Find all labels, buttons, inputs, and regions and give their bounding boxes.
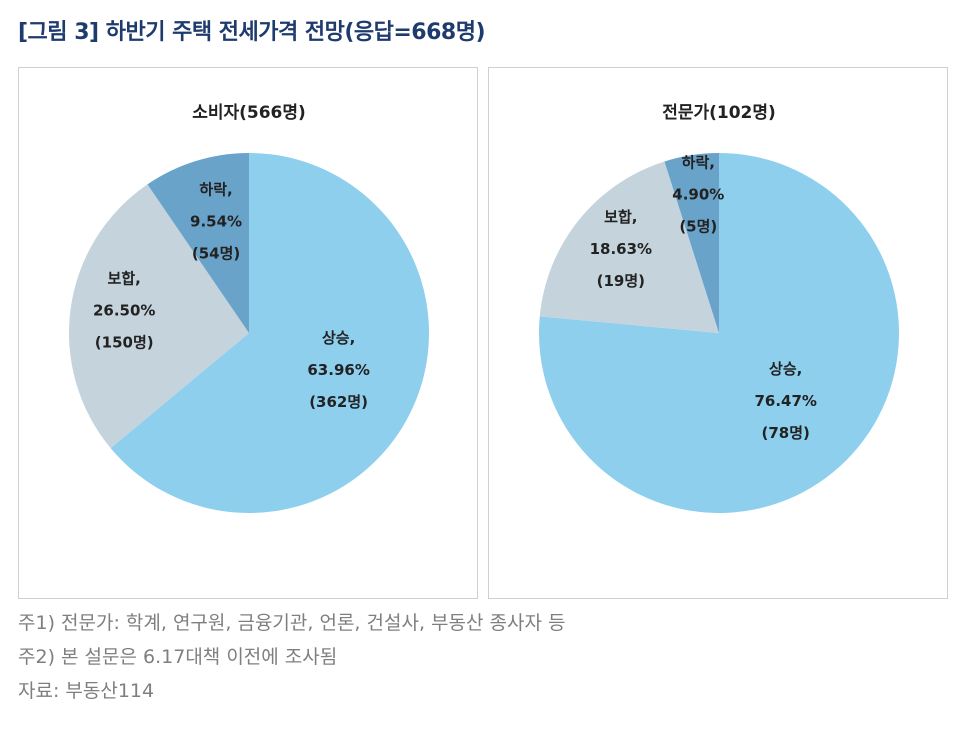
consumer-label-fall-line: (54명) [192, 244, 240, 262]
consumer-label-flat-line: (150명) [95, 334, 154, 352]
consumer-label-fall-line: 9.54% [190, 212, 242, 230]
consumer-label-flat-line: 보합, [108, 270, 141, 288]
expert-slice-flat [539, 161, 719, 333]
consumer-slice-flat [68, 184, 249, 449]
note-source: 자료: 부동산114 [18, 680, 155, 702]
consumer-slice-rise [110, 153, 429, 513]
note-expert-definition: 주1) 전문가: 학계, 연구원, 금융기관, 언론, 건설사, 부동산 종사자… [18, 612, 566, 634]
consumer-slice-fall [147, 153, 249, 333]
expert-label-rise-line: 상승, [769, 360, 802, 378]
expert-pie-panel: 전문가(102명) 상승, 76.47% (78명) 보합, 18.63% (19명) 하락,… [488, 67, 948, 599]
consumer-label-rise-line: (362명) [309, 393, 368, 411]
expert-label-flat-line: (19명) [597, 272, 645, 290]
expert-label-rise-line: 76.47% [754, 392, 816, 410]
expert-label-fall-line: 4.90% [672, 186, 724, 204]
expert-pie-chart: 전문가(102명) 상승, 76.47% (78명) 보합, 18.63% (19명) 하락,… [539, 103, 899, 513]
consumer-pie-chart: 소비자(566명) 상승, 63.96% (362명) 보합, 26.50% (150명) 하… [68, 103, 429, 513]
note-survey-timing: 주2) 본 설문은 6.17대책 이전에 조사됨 [18, 646, 338, 668]
consumer-pie-panel: 소비자(566명) 상승, 63.96% (362명) 보합, 26.50% (150명) 하… [18, 67, 478, 599]
expert-label-flat-line: 18.63% [590, 240, 652, 258]
expert-label-fall-line: (5명) [679, 218, 717, 236]
consumer-chart-title: 소비자(566명) [192, 103, 306, 123]
expert-slice-fall [664, 153, 719, 333]
consumer-label-fall: 하락, 9.54% (54명) [190, 180, 242, 262]
consumer-label-rise-line: 상승, [322, 329, 355, 347]
consumer-label-fall-line: 하락, [199, 180, 232, 198]
expert-label-fall: 하락, 4.90% (5명) [672, 154, 724, 236]
expert-label-rise-line: (78명) [762, 424, 810, 442]
expert-label-fall-line: 하락, [682, 154, 715, 172]
consumer-label-flat-line: 26.50% [93, 302, 155, 320]
expert-label-rise: 상승, 76.47% (78명) [754, 360, 816, 442]
consumer-label-flat: 보합, 26.50% (150명) [93, 270, 155, 352]
expert-label-flat-line: 보합, [604, 208, 637, 226]
expert-chart-title: 전문가(102명) [662, 103, 776, 123]
figure-title: [그림 3] 하반기 주택 전세가격 전망(응답=668명) [18, 20, 486, 45]
notes: 주1) 전문가: 학계, 연구원, 금융기관, 언론, 건설사, 부동산 종사자… [18, 606, 948, 708]
consumer-label-rise: 상승, 63.96% (362명) [307, 329, 369, 411]
consumer-label-rise-line: 63.96% [307, 361, 369, 379]
expert-label-flat: 보합, 18.63% (19명) [590, 208, 652, 290]
